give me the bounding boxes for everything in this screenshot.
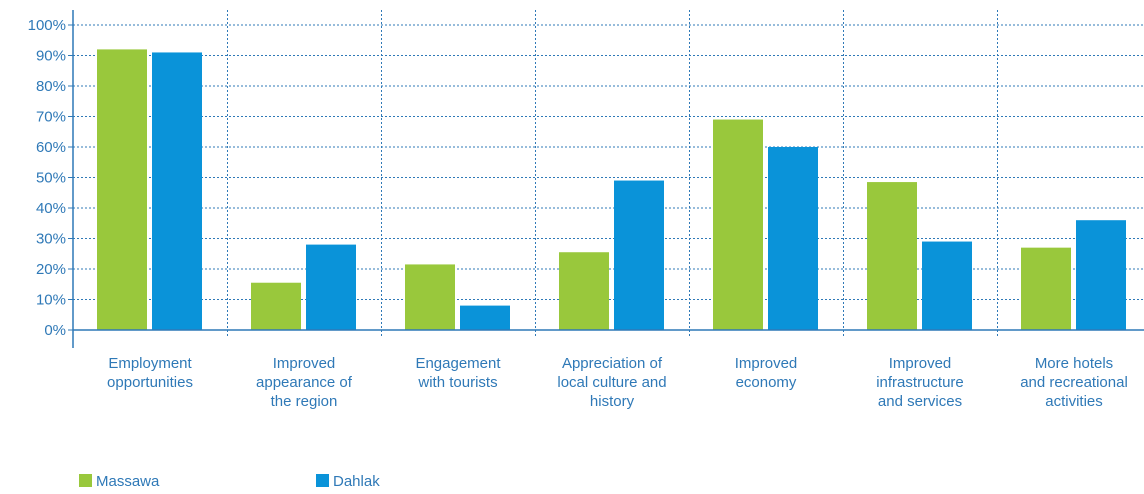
x-category-label-line: Appreciation of	[562, 355, 663, 372]
bar-dahlak-1	[306, 244, 356, 330]
legend: Massawa Dahlak	[79, 473, 380, 490]
x-category-label-line: infrastructure	[876, 374, 964, 391]
x-category-label: Improved appearance of the region	[256, 355, 353, 410]
y-tick-label: 0%	[44, 322, 66, 339]
x-category-label: Engagement with tourists	[415, 355, 501, 391]
x-category-label-line: Improved	[889, 355, 952, 372]
x-category-label-line: Improved	[735, 355, 798, 372]
x-category-label-line: opportunities	[107, 374, 193, 391]
axes	[68, 10, 1144, 348]
bars	[97, 49, 1126, 331]
x-category-label-line: local culture and	[557, 374, 666, 391]
bar-massawa-1	[251, 282, 301, 330]
y-tick-label: 90%	[36, 48, 66, 65]
y-tick-label: 70%	[36, 109, 66, 126]
x-category-label-line: economy	[736, 374, 797, 391]
bar-dahlak-2	[460, 305, 510, 330]
x-category-label-line: appearance of	[256, 374, 353, 391]
y-tick-label: 50%	[36, 170, 66, 187]
x-axis-category-labels: Employment opportunities Improved appearanc…	[107, 355, 1128, 410]
bar-massawa-2	[405, 264, 455, 330]
bar-dahlak-4	[768, 147, 818, 330]
x-category-label: Appreciation of local culture and history	[557, 355, 666, 410]
bar-massawa-5	[867, 182, 917, 330]
bar-massawa-0	[97, 49, 147, 331]
x-category-label-line: Improved	[273, 355, 336, 372]
x-category-label-line: with tourists	[417, 374, 497, 391]
x-category-label-line: More hotels	[1035, 355, 1113, 372]
x-category-label-line: activities	[1045, 393, 1103, 410]
x-category-label: Improved economy	[735, 355, 798, 391]
y-tick-label: 30%	[36, 231, 66, 248]
x-category-label-line: history	[590, 393, 635, 410]
bar-dahlak-0	[152, 52, 202, 330]
legend-item-dahlak: Dahlak	[316, 473, 380, 490]
y-tick-label: 40%	[36, 200, 66, 217]
y-tick-label: 80%	[36, 78, 66, 95]
x-category-label-line: Employment	[108, 355, 192, 372]
legend-label: Dahlak	[333, 473, 380, 490]
y-tick-label: 20%	[36, 261, 66, 278]
x-category-label-line: the region	[271, 393, 338, 410]
x-category-label-line: and services	[878, 393, 962, 410]
y-tick-label: 60%	[36, 139, 66, 156]
legend-item-massawa: Massawa	[79, 473, 160, 490]
x-category-label: Employment opportunities	[107, 355, 193, 391]
y-tick-label: 10%	[36, 292, 66, 309]
bar-massawa-6	[1021, 247, 1071, 330]
bar-dahlak-6	[1076, 220, 1126, 330]
bar-massawa-3	[559, 252, 609, 330]
x-category-label: More hotels and recreational activities	[1020, 355, 1128, 410]
x-category-label-line: and recreational	[1020, 374, 1128, 391]
bar-massawa-4	[713, 119, 763, 330]
y-tick-label: 100%	[28, 17, 66, 34]
legend-swatch	[79, 474, 92, 487]
bar-dahlak-3	[614, 180, 664, 330]
legend-label: Massawa	[96, 473, 160, 490]
x-category-label-line: Engagement	[415, 355, 501, 372]
bar-dahlak-5	[922, 241, 972, 330]
y-axis-tick-labels: 0% 10% 20% 30% 40% 50% 60% 70% 80% 90% 100%	[28, 17, 66, 339]
x-category-label: Improved infrastructure and services	[876, 355, 964, 410]
legend-swatch	[316, 474, 329, 487]
